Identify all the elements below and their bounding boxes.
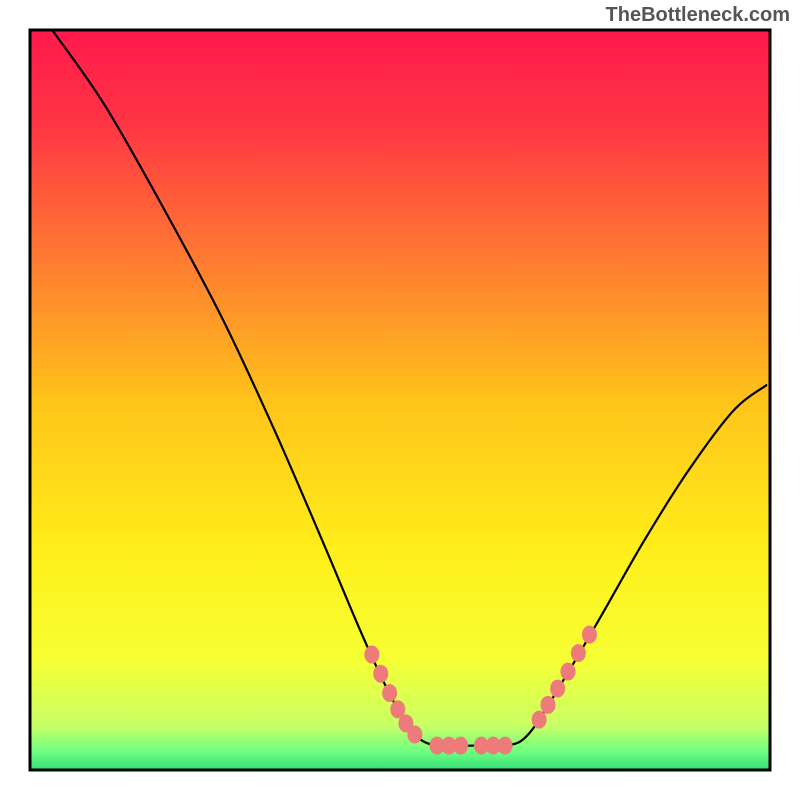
data-marker — [373, 665, 388, 683]
data-marker — [382, 684, 397, 702]
data-marker — [541, 696, 556, 714]
data-marker — [532, 711, 547, 729]
data-marker — [571, 644, 586, 662]
data-marker — [407, 725, 422, 743]
data-marker — [498, 737, 513, 755]
data-marker — [453, 737, 468, 755]
data-marker — [364, 646, 379, 664]
chart-container: TheBottleneck.com — [0, 0, 800, 800]
data-marker — [582, 626, 597, 644]
watermark-text: TheBottleneck.com — [606, 4, 790, 27]
data-marker — [560, 663, 575, 681]
bottleneck-chart — [0, 0, 800, 800]
data-marker — [550, 680, 565, 698]
plot-background — [30, 30, 770, 770]
